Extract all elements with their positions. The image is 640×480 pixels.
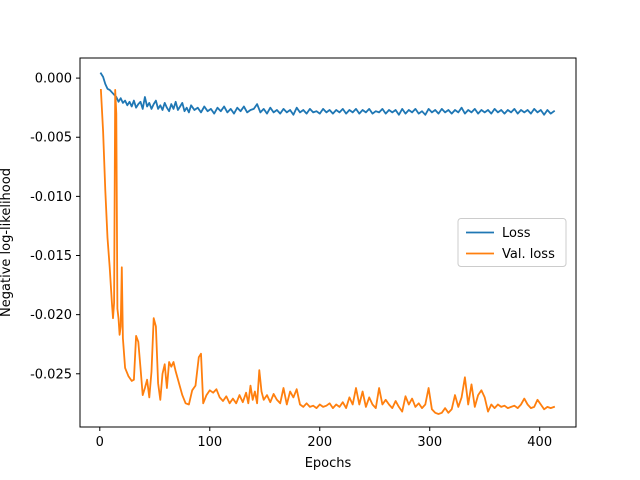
legend-label: Loss	[502, 226, 531, 241]
x-axis: 0 100 200 300 400	[96, 427, 552, 450]
series-line-loss	[99, 72, 556, 116]
y-axis-label: Negative log-likelihood	[0, 168, 14, 317]
x-tick-label: 200	[307, 435, 332, 450]
x-tick-label: 100	[197, 435, 222, 450]
y-axis: 0.000 -0.005 -0.010 -0.015 -0.020 -0.025	[30, 72, 80, 382]
plot-frame	[79, 57, 577, 428]
legend: Loss Val. loss	[457, 218, 567, 267]
x-tick-label: 400	[527, 435, 552, 450]
legend-box	[457, 218, 567, 267]
series-layer	[99, 72, 556, 415]
y-tick-label: -0.010	[30, 190, 72, 205]
x-axis-label: Epochs	[305, 456, 352, 471]
y-tick-label: -0.015	[30, 249, 72, 264]
y-tick-label: 0.000	[35, 72, 72, 87]
y-tick-label: -0.005	[30, 131, 72, 146]
y-tick-label: -0.020	[30, 308, 72, 323]
legend-label: Val. loss	[502, 247, 555, 262]
x-tick-label: 0	[96, 435, 104, 450]
series-line-val-loss	[99, 88, 556, 415]
y-tick-label: -0.025	[30, 367, 72, 382]
x-tick-label: 300	[417, 435, 442, 450]
